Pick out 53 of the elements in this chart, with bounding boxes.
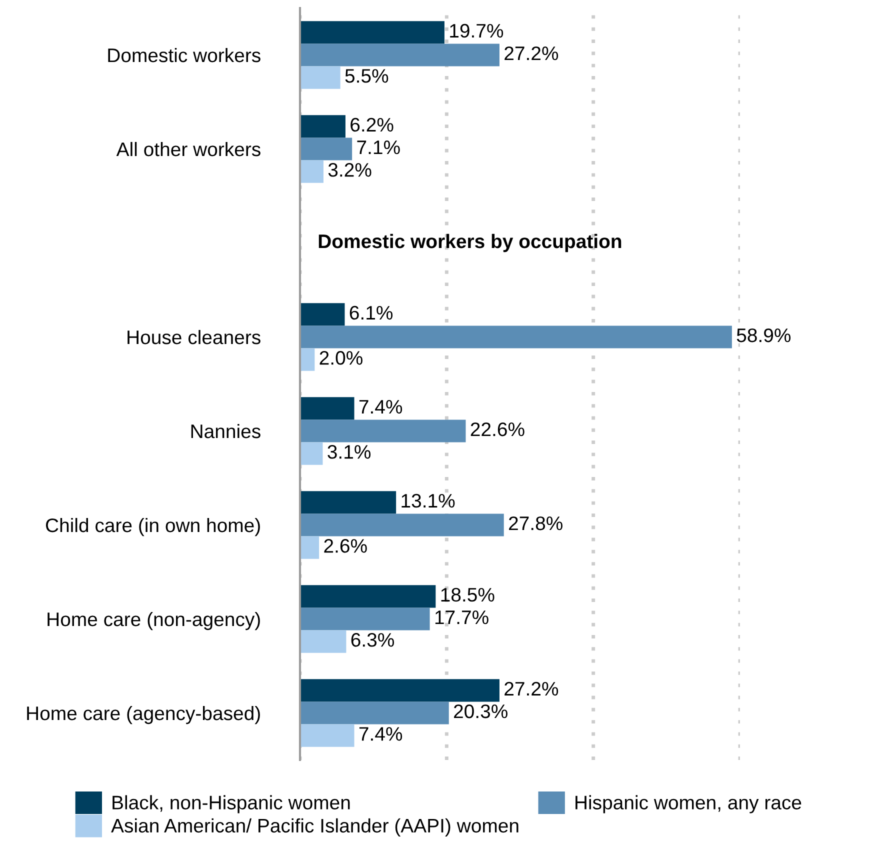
data-label: 6.3% (351, 633, 394, 647)
data-label: 2.0% (320, 351, 362, 365)
legend-label: Asian American/ Pacific Islander (AAPI) women (111, 818, 518, 836)
bar (300, 536, 320, 559)
data-label: 27.2% (504, 46, 558, 60)
bar (300, 21, 444, 44)
bar (300, 303, 345, 326)
data-label: 13.1% (402, 494, 455, 508)
annotation: Domestic workers by occupation (318, 234, 622, 252)
bar (300, 138, 352, 160)
data-label: 5.5% (345, 69, 388, 83)
bar (300, 608, 430, 630)
data-label: 2.6% (324, 539, 367, 553)
y-tick-label: Domestic workers (108, 48, 260, 62)
y-tick-label: Child care (in own home) (46, 518, 260, 536)
data-label: 7.1% (357, 140, 400, 154)
data-label: 7.4% (359, 400, 402, 414)
bar (300, 115, 346, 138)
bar (300, 348, 315, 371)
data-label: 17.7% (435, 610, 488, 624)
bar (300, 66, 340, 89)
data-label: 18.5% (441, 588, 494, 602)
bar (300, 679, 500, 702)
data-label: 27.8% (509, 516, 562, 530)
bar (300, 397, 354, 420)
bar (300, 44, 500, 66)
y-tick-label: All other workers (116, 142, 260, 156)
legend-label: Black, non-Hispanic women (112, 795, 350, 814)
data-label: 6.2% (350, 118, 394, 132)
y-tick-label: Home care (non-agency) (48, 612, 260, 630)
data-label: 3.1% (328, 445, 371, 459)
bar (300, 585, 436, 608)
data-label: 58.9% (736, 328, 791, 342)
data-label: 22.6% (470, 422, 524, 436)
data-label: 19.7% (450, 24, 504, 38)
bar (300, 160, 324, 183)
bar (300, 630, 346, 653)
legend-label: Hispanic women, any race (576, 795, 802, 814)
bar (300, 326, 732, 348)
bar (300, 420, 466, 442)
bar (300, 702, 449, 724)
bar (300, 442, 323, 465)
bar (300, 491, 396, 514)
y-tick-label: House cleaners (128, 330, 260, 344)
data-label: 7.4% (359, 727, 402, 741)
y-tick-label: Nannies (191, 424, 260, 438)
bar (300, 724, 354, 747)
data-label: 20.3% (454, 704, 508, 718)
y-tick-label: Home care (agency-based) (27, 706, 260, 724)
bar (300, 514, 504, 536)
data-label: 27.2% (504, 682, 558, 696)
data-label: 6.1% (350, 306, 393, 320)
data-label: 3.2% (328, 163, 372, 177)
